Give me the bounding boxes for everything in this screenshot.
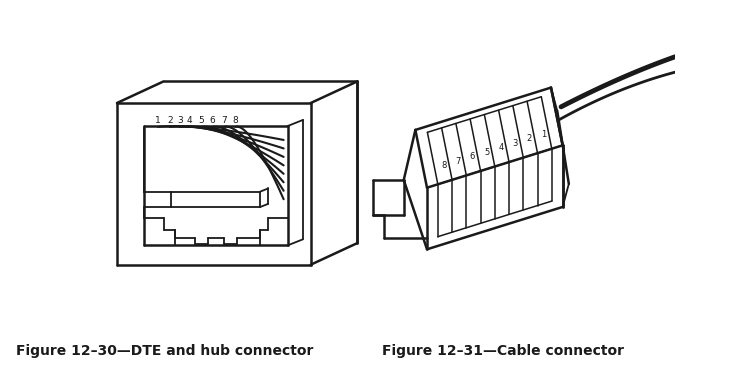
Text: 1: 1	[155, 115, 161, 124]
Text: 2: 2	[526, 135, 532, 144]
Text: 5: 5	[198, 115, 203, 124]
Text: 4: 4	[186, 115, 192, 124]
Text: 7: 7	[455, 157, 460, 166]
Text: 8: 8	[441, 161, 446, 170]
Text: 2: 2	[167, 115, 172, 124]
Text: Figure 12–30—DTE and hub connector: Figure 12–30—DTE and hub connector	[16, 344, 314, 358]
Text: Figure 12–31—Cable connector: Figure 12–31—Cable connector	[382, 344, 623, 358]
Text: 6: 6	[470, 152, 475, 161]
Text: 4: 4	[498, 143, 503, 152]
Text: 5: 5	[484, 148, 489, 157]
Text: 3: 3	[512, 139, 517, 148]
Text: 6: 6	[209, 115, 215, 124]
Text: 3: 3	[177, 115, 183, 124]
Text: 1: 1	[541, 130, 546, 139]
Text: 8: 8	[232, 115, 238, 124]
Text: 7: 7	[221, 115, 226, 124]
